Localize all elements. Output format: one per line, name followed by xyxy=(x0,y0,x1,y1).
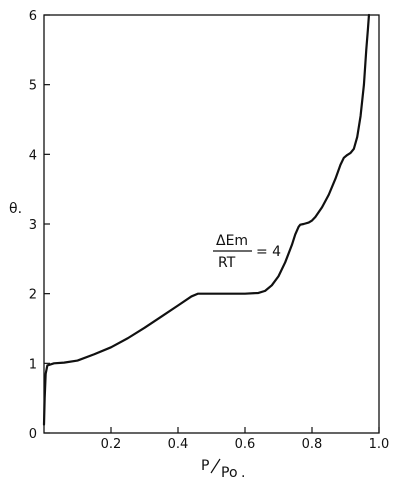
x-axis-label-dot: . xyxy=(241,465,245,481)
y-tick-label-0: 0 xyxy=(29,427,37,442)
y-tick-label-6: 6 xyxy=(29,9,37,24)
x-axis-label-denominator: Po xyxy=(221,465,238,481)
x-axis-label: P Po . xyxy=(201,458,245,481)
annotation-denominator: RT xyxy=(218,255,236,271)
y-tick-label-4: 4 xyxy=(29,148,37,163)
series xyxy=(42,13,371,426)
y-tick-label-1: 1 xyxy=(29,357,37,372)
ticks xyxy=(44,14,380,434)
y-tick-label-5: 5 xyxy=(29,79,37,94)
annotation-numerator: ΔEm xyxy=(216,233,248,249)
x-axis-label-slash xyxy=(210,458,221,474)
annotation: ΔEm RT = 4 xyxy=(213,233,281,271)
tick-labels: 0.2 0.4 0.6 0.8 1.0 0 1 2 3 4 5 6 xyxy=(29,9,390,452)
x-tick-label-4: 1.0 xyxy=(369,437,390,452)
series-line-0 xyxy=(42,13,371,426)
y-tick-label-2: 2 xyxy=(29,288,37,303)
annotation-suffix: = 4 xyxy=(256,244,281,260)
x-axis-label-numerator: P xyxy=(201,458,209,474)
y-tick-label-3: 3 xyxy=(29,218,37,233)
y-axis-label: θ. xyxy=(9,201,22,217)
x-tick-label-2: 0.6 xyxy=(235,437,256,452)
x-tick-label-3: 0.8 xyxy=(302,437,323,452)
x-tick-label-0: 0.2 xyxy=(101,437,122,452)
plot-border xyxy=(43,14,380,434)
plot-frame xyxy=(43,14,380,434)
x-tick-label-1: 0.4 xyxy=(168,437,189,452)
